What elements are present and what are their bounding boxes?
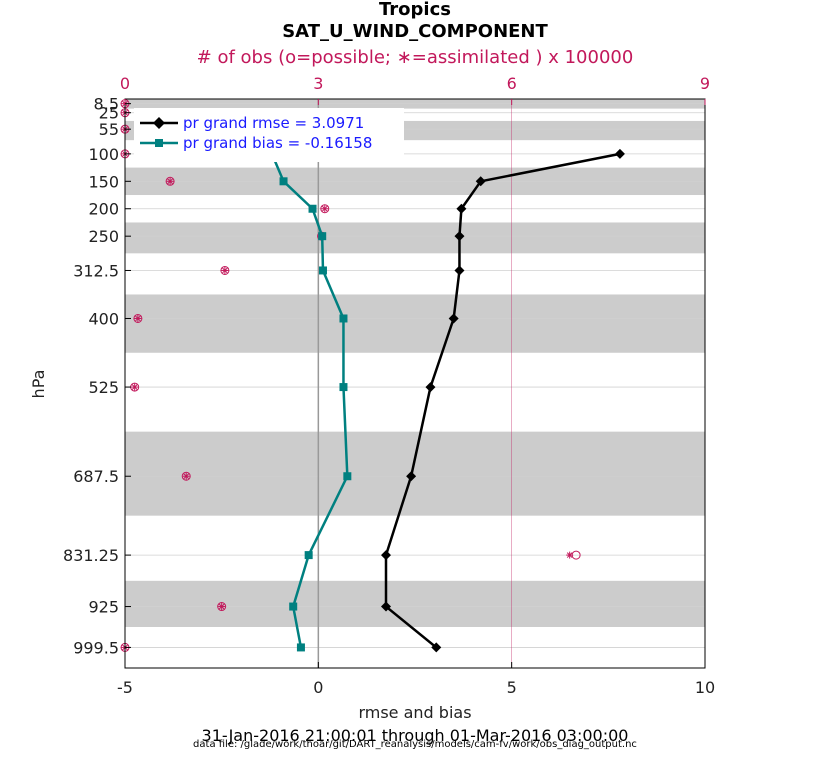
top-tick-label: 6 xyxy=(507,74,517,93)
y-tick-label: 831.25 xyxy=(63,546,119,565)
series-rmse-point xyxy=(381,550,391,561)
obs-possible-marker xyxy=(217,602,227,612)
y-tick-label: 687.5 xyxy=(73,467,119,486)
legend-bias-marker xyxy=(155,139,163,147)
series-bias-point xyxy=(339,314,348,323)
footer-dates: 31-Jan-2016 21:00:01 through 01-Mar-2016… xyxy=(202,726,629,745)
obs-assimilated-stroke xyxy=(167,178,173,185)
y-tick-label: 25 xyxy=(99,104,119,123)
obs-assimilated-marker xyxy=(566,551,574,559)
obs-possible-marker xyxy=(220,265,230,275)
level-band xyxy=(125,431,705,516)
obs-possible-marker xyxy=(133,313,143,323)
series-bias-point xyxy=(289,602,298,611)
series-rmse-point xyxy=(454,265,465,276)
top-tick-label: 9 xyxy=(700,74,710,93)
y-tick-label: 100 xyxy=(88,145,119,164)
top-axis-label: # of obs (o=possible; ∗=assimilated ) x … xyxy=(197,47,634,68)
series-rmse-point xyxy=(381,601,391,612)
obs-assimilated-marker xyxy=(134,314,142,322)
y-tick-label: 250 xyxy=(88,227,119,246)
legend: pr grand rmse = 3.0971 pr grand bias = -… xyxy=(134,108,404,162)
series-bias-point xyxy=(318,266,327,275)
obs-assimilated-stroke xyxy=(131,384,138,390)
level-bands xyxy=(125,99,705,627)
chart-title: Tropics xyxy=(379,0,451,20)
y-tick-label: 8.5 xyxy=(94,95,119,114)
top-tick-label: 0 xyxy=(120,74,130,93)
x-tick-label: 0 xyxy=(313,678,323,697)
gridlines xyxy=(125,99,705,668)
obs-possible-marker xyxy=(165,176,175,186)
series-rmse-point xyxy=(448,313,459,324)
plot-frame xyxy=(124,98,706,669)
obs-assimilated-marker xyxy=(321,205,329,213)
y-tick-label: 525 xyxy=(88,378,119,397)
y-tick-label: 150 xyxy=(88,172,119,191)
legend-rmse-marker xyxy=(153,117,165,129)
obs-assimilated-marker xyxy=(182,472,190,480)
y-tick-label: 55 xyxy=(99,120,119,139)
obs-assimilated-marker xyxy=(131,383,139,391)
obs-assimilated-stroke xyxy=(321,205,328,212)
level-band xyxy=(125,580,705,627)
series-bias-point xyxy=(279,177,288,186)
series-bias-point xyxy=(318,232,327,241)
series-bias-point xyxy=(296,643,305,652)
series-rmse-point xyxy=(454,231,465,242)
obs-assimilated-marker xyxy=(166,177,174,185)
series-rmse-point xyxy=(406,471,417,482)
series-bias-point xyxy=(343,472,352,481)
series-lines xyxy=(267,148,625,653)
y-tick-label: 312.5 xyxy=(73,261,119,280)
top-tick-label: 3 xyxy=(313,74,323,93)
series-bias-point xyxy=(308,204,317,213)
obs-assimilated-stroke xyxy=(566,552,573,558)
series-rmse-point xyxy=(431,642,442,653)
x-tick-label: 5 xyxy=(507,678,517,697)
legend-box xyxy=(134,108,404,162)
series-bias-point xyxy=(304,551,313,560)
y-tick-label: 925 xyxy=(88,598,119,617)
obs-assimilated-stroke xyxy=(183,473,190,480)
obs-assimilated-stroke xyxy=(218,603,225,610)
legend-bias-text: pr grand bias = -0.16158 xyxy=(183,134,372,152)
series-rmse-point xyxy=(425,382,436,393)
y-tick-label: 999.5 xyxy=(73,638,119,657)
level-band xyxy=(125,294,705,353)
series-rmse-point xyxy=(614,148,625,159)
footer-file: data file: /glade/work/thoar/git/DART_re… xyxy=(193,739,637,750)
y-tick-label: 400 xyxy=(88,309,119,328)
obs-assimilated-marker xyxy=(218,603,226,611)
chart-subtitle: SAT_U_WIND_COMPONENT xyxy=(282,21,548,42)
x-tick-label: -5 xyxy=(117,678,133,697)
legend-rmse-text: pr grand rmse = 3.0971 xyxy=(183,114,364,132)
level-band xyxy=(125,222,705,254)
obs-possible-marker xyxy=(320,204,330,214)
obs-assimilated-marker xyxy=(221,266,229,274)
x-axis-label: rmse and bias xyxy=(358,703,471,722)
x-tick-label: 10 xyxy=(695,678,715,697)
series-rmse-point xyxy=(475,176,486,187)
y-axis-label: hPa xyxy=(29,370,48,399)
obs-possible-marker xyxy=(181,471,191,481)
obs-assimilated-stroke xyxy=(222,267,228,274)
obs-assimilated-stroke xyxy=(135,315,141,322)
series-rmse-point xyxy=(456,203,467,214)
y-tick-label: 200 xyxy=(88,200,119,219)
x-axis-ticks: -5 0 5 10 xyxy=(117,662,715,697)
series-bias-point xyxy=(339,383,348,392)
